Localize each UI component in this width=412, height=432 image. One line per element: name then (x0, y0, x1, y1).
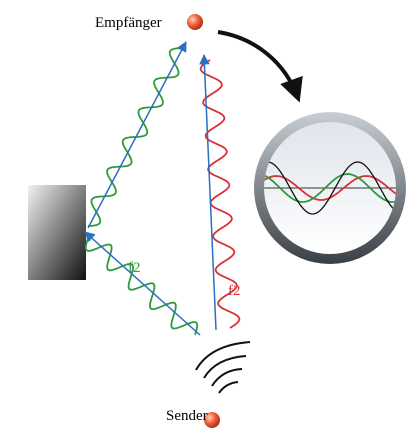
receiver-ball (187, 14, 203, 30)
wave-label-red: f2 (228, 283, 241, 299)
arc (219, 382, 238, 393)
diagram: Empfänger Sender f2 f2 (0, 0, 412, 432)
sender-label: Sender (166, 408, 208, 424)
wall (28, 185, 86, 280)
direct-ray (204, 55, 216, 330)
wave (88, 48, 182, 226)
wave (86, 238, 197, 335)
sender-arcs (196, 342, 250, 393)
wave-group (86, 48, 240, 335)
wave-label-green: f2 (128, 260, 141, 276)
receiver-label: Empfänger (95, 15, 162, 31)
zoom-arrow (218, 32, 298, 98)
arc (204, 356, 246, 378)
arc (212, 369, 242, 386)
reflected-ray (88, 42, 186, 228)
ray-to-wall (85, 232, 200, 335)
